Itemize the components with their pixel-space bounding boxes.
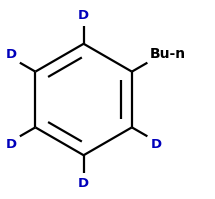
Text: D: D [6, 48, 17, 61]
Text: Bu-n: Bu-n [149, 48, 186, 61]
Text: D: D [78, 9, 89, 22]
Text: D: D [6, 138, 17, 151]
Text: D: D [78, 177, 89, 190]
Text: D: D [150, 138, 162, 151]
